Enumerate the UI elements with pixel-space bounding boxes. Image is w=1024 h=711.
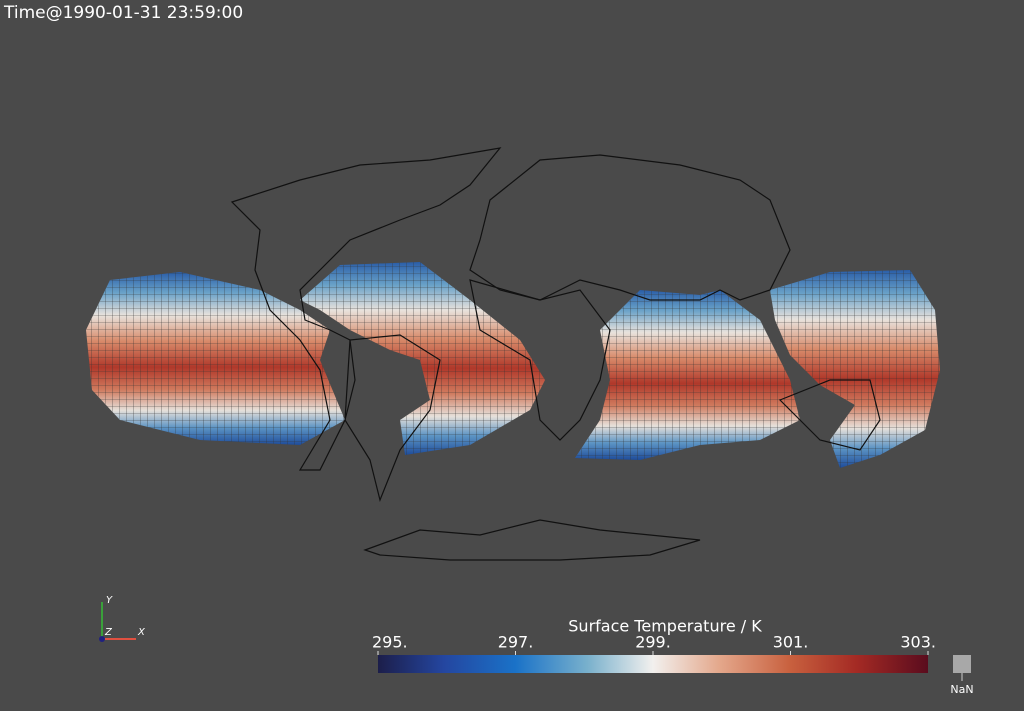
nan-label: NaN (950, 683, 973, 696)
time-annotation: Time@1990-01-31 23:59:00 (3, 3, 243, 23)
colorbar: Surface Temperature / K NaN 295. 297. 299.… (372, 617, 974, 697)
orientation-axes: Y Z X (99, 595, 146, 642)
colorbar-tick-label: 301. (773, 633, 809, 652)
colorbar-tick-label: 303. (900, 633, 936, 652)
coastlines (230, 147, 881, 561)
colorbar-gradient (378, 655, 928, 673)
colorbar-title: Surface Temperature / K (568, 617, 762, 636)
colorbar-tick-label: 297. (498, 633, 534, 652)
colorbar-tick-label: 299. (635, 633, 671, 652)
axis-z-label: Z (104, 627, 113, 638)
axis-x-label: X (137, 627, 146, 638)
ocean-field (86, 262, 940, 468)
axis-y-label: Y (106, 595, 113, 606)
nan-swatch (953, 655, 971, 673)
colorbar-tick-label: 295. (372, 633, 408, 652)
